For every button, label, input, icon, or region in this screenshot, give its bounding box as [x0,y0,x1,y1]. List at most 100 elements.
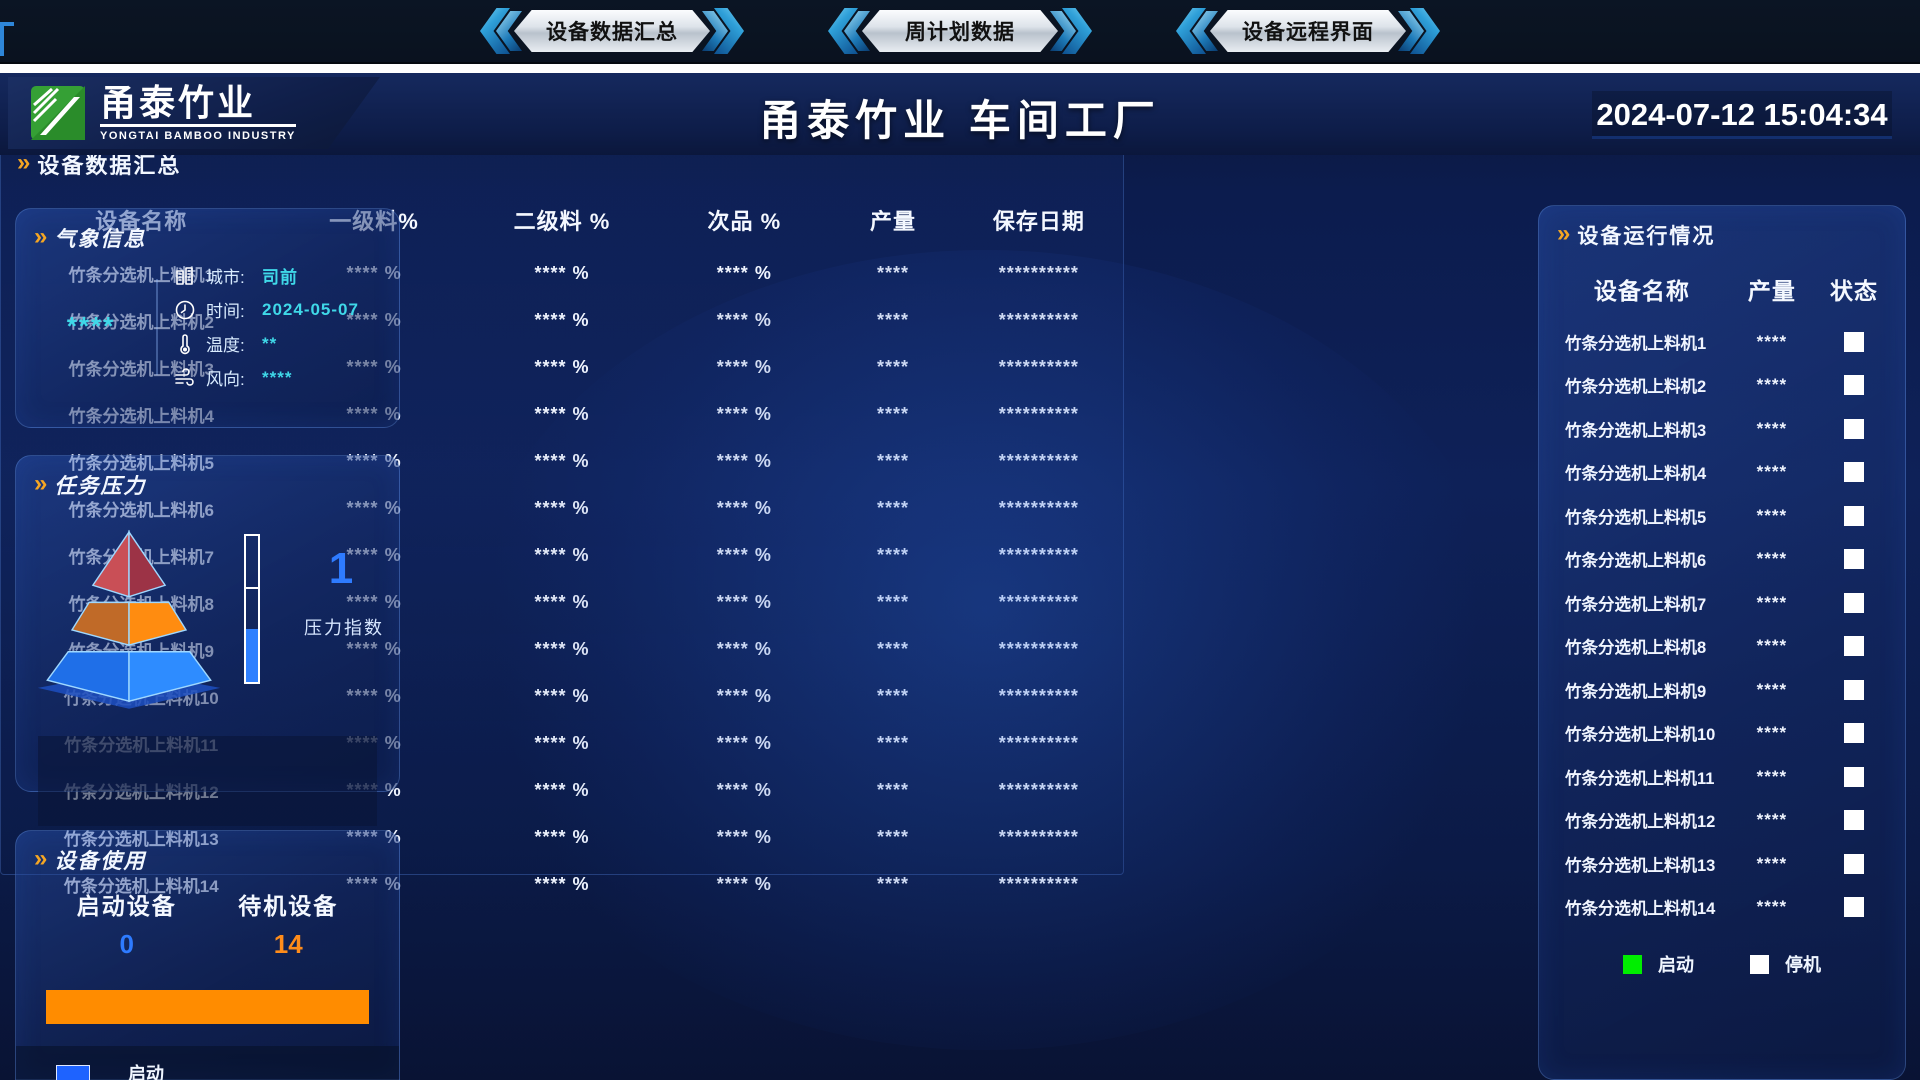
device-status-row[interactable]: 竹条分选机上料机8 **** [1539,625,1905,669]
status-indicator [1843,549,1864,570]
weather-row-city: 城市: 司前 [174,263,389,288]
nav-button-device-remote-ui[interactable]: 设备远程界面 [1176,8,1440,54]
column-header: 状态 [1829,278,1878,304]
status-indicator [1843,418,1864,439]
date-cell: ********** [998,780,1079,800]
output-cell: **** [876,733,909,753]
device-status-panel: » 设备运行情况 设备名称 产量 状态 竹条分选机上料机1 **** 竹条分选机… [1538,205,1906,1080]
weather-row-value: 2024-05-07 [262,299,359,319]
date-cell: ********** [998,310,1079,330]
device-status-row[interactable]: 竹条分选机上料机2 **** [1539,364,1905,408]
device-name: 竹条分选机上料机5 [1565,508,1707,527]
double-arrow-icon: » [34,845,47,872]
device-status-row[interactable]: 竹条分选机上料机5 **** [1539,494,1905,538]
started-devices-stat: 启动设备 0 [46,887,208,960]
nav-button-label[interactable]: 周计划数据 [862,10,1058,52]
defect-cell: **** % [716,545,772,565]
nav-button-week-plan-data[interactable]: 周计划数据 [828,8,1092,54]
legend-label: 启动 [1658,955,1694,975]
device-status-row[interactable]: 竹条分选机上料机11 **** [1539,755,1905,799]
date-cell: ********** [998,451,1079,471]
date-cell: ********** [998,874,1079,894]
output-cell: **** [876,404,909,424]
grade2-cell: **** % [534,780,590,800]
standby-devices-stat: 待机设备 14 [208,887,370,960]
device-name: 竹条分选机上料机2 [1565,378,1707,397]
output-cell: **** [876,686,909,706]
status-indicator [1843,331,1864,352]
page-title: 甬泰竹业 车间工厂 [759,97,1161,144]
status-indicator [1843,897,1864,918]
device-output: **** [1756,549,1788,569]
device-status-cell [1813,505,1895,526]
nav-button-device-data-summary[interactable]: 设备数据汇总 [480,8,744,54]
device-status-cell [1813,418,1895,439]
device-name: 竹条分选机上料机14 [1565,900,1716,919]
weather-panel-title: 气象信息 [54,228,147,251]
device-status-title: 设备运行情况 [1577,225,1716,248]
legend-item-running: 启动 [1623,951,1694,977]
device-status-row[interactable]: 竹条分选机上料机7 **** [1539,581,1905,625]
grade2-cell: **** % [534,545,590,565]
summary-section-header: » 设备数据汇总 [1,94,1123,180]
wind-icon [174,367,196,389]
pressure-body: 1 压力指数 [16,506,399,826]
weather-row-value: 司前 [262,268,298,287]
status-indicator [1843,375,1864,396]
grade2-cell: **** % [534,263,590,283]
device-name: 竹条分选机上料机12 [1565,813,1716,832]
device-status-row[interactable]: 竹条分选机上料机12 **** [1539,799,1905,843]
city-icon [174,265,196,287]
device-status-row[interactable]: 竹条分选机上料机4 **** [1539,451,1905,495]
standby-devices-label: 待机设备 [238,893,339,919]
nav-button-label[interactable]: 设备数据汇总 [514,10,710,52]
grade2-cell: **** % [534,686,590,706]
device-status-row[interactable]: 竹条分选机上料机3 **** [1539,407,1905,451]
divider [156,278,158,375]
legend-item-stopped: 停机 [1750,951,1821,977]
grade2-cell: **** % [534,451,590,471]
device-output: **** [1756,766,1788,786]
pressure-gauge [244,534,260,684]
device-name: 竹条分选机上料机11 [1565,769,1715,788]
grade2-cell: **** % [534,404,590,424]
device-status-cell [1813,331,1895,352]
double-arrow-icon: » [34,223,47,250]
defect-cell: **** % [716,639,772,659]
device-status-row[interactable]: 竹条分选机上料机14 **** [1539,886,1905,930]
weather-row-label: 时间: [206,302,245,321]
device-status-row[interactable]: 竹条分选机上料机13 **** [1539,842,1905,886]
date-cell: ********** [998,686,1079,706]
device-status-cell [1813,897,1895,918]
grade2-cell: **** % [534,357,590,377]
device-status-cell [1813,636,1895,657]
weather-summary: **** [66,311,116,341]
standby-devices-value: 14 [273,929,303,959]
device-name: 竹条分选机上料机13 [1565,856,1716,875]
column-header: 产量 [1747,278,1796,304]
pressure-panel-header: » 任务压力 [16,456,399,506]
grade2-cell: **** % [534,639,590,659]
status-indicator [1843,636,1864,657]
header-band: 甬泰竹业 YONGTAI BAMBOO INDUSTRY 甬泰竹业 车间工厂 2… [0,73,1920,155]
device-status-row[interactable]: 竹条分选机上料机10 **** [1539,712,1905,756]
date-cell: ********** [998,827,1079,847]
legend-swatch [1750,954,1769,974]
device-status-row[interactable]: 竹条分选机上料机9 **** [1539,668,1905,712]
weather-row-temperature: 温度: ** [174,331,389,356]
double-arrow-icon: » [17,149,30,176]
status-indicator [1843,462,1864,483]
output-cell: **** [876,498,909,518]
weather-row-wind: 风向: **** [174,365,389,390]
device-status-row[interactable]: 竹条分选机上料机6 **** [1539,538,1905,582]
date-cell: ********** [998,592,1079,612]
pressure-index-value: 1 [328,544,354,593]
status-indicator [1843,679,1864,700]
device-status-row[interactable]: 竹条分选机上料机1 **** [1539,320,1905,364]
output-cell: **** [876,357,909,377]
date-cell: ********** [998,404,1079,424]
defect-cell: **** % [716,827,772,847]
date-cell: ********** [998,357,1079,377]
output-cell: **** [876,592,909,612]
nav-button-label[interactable]: 设备远程界面 [1210,10,1406,52]
